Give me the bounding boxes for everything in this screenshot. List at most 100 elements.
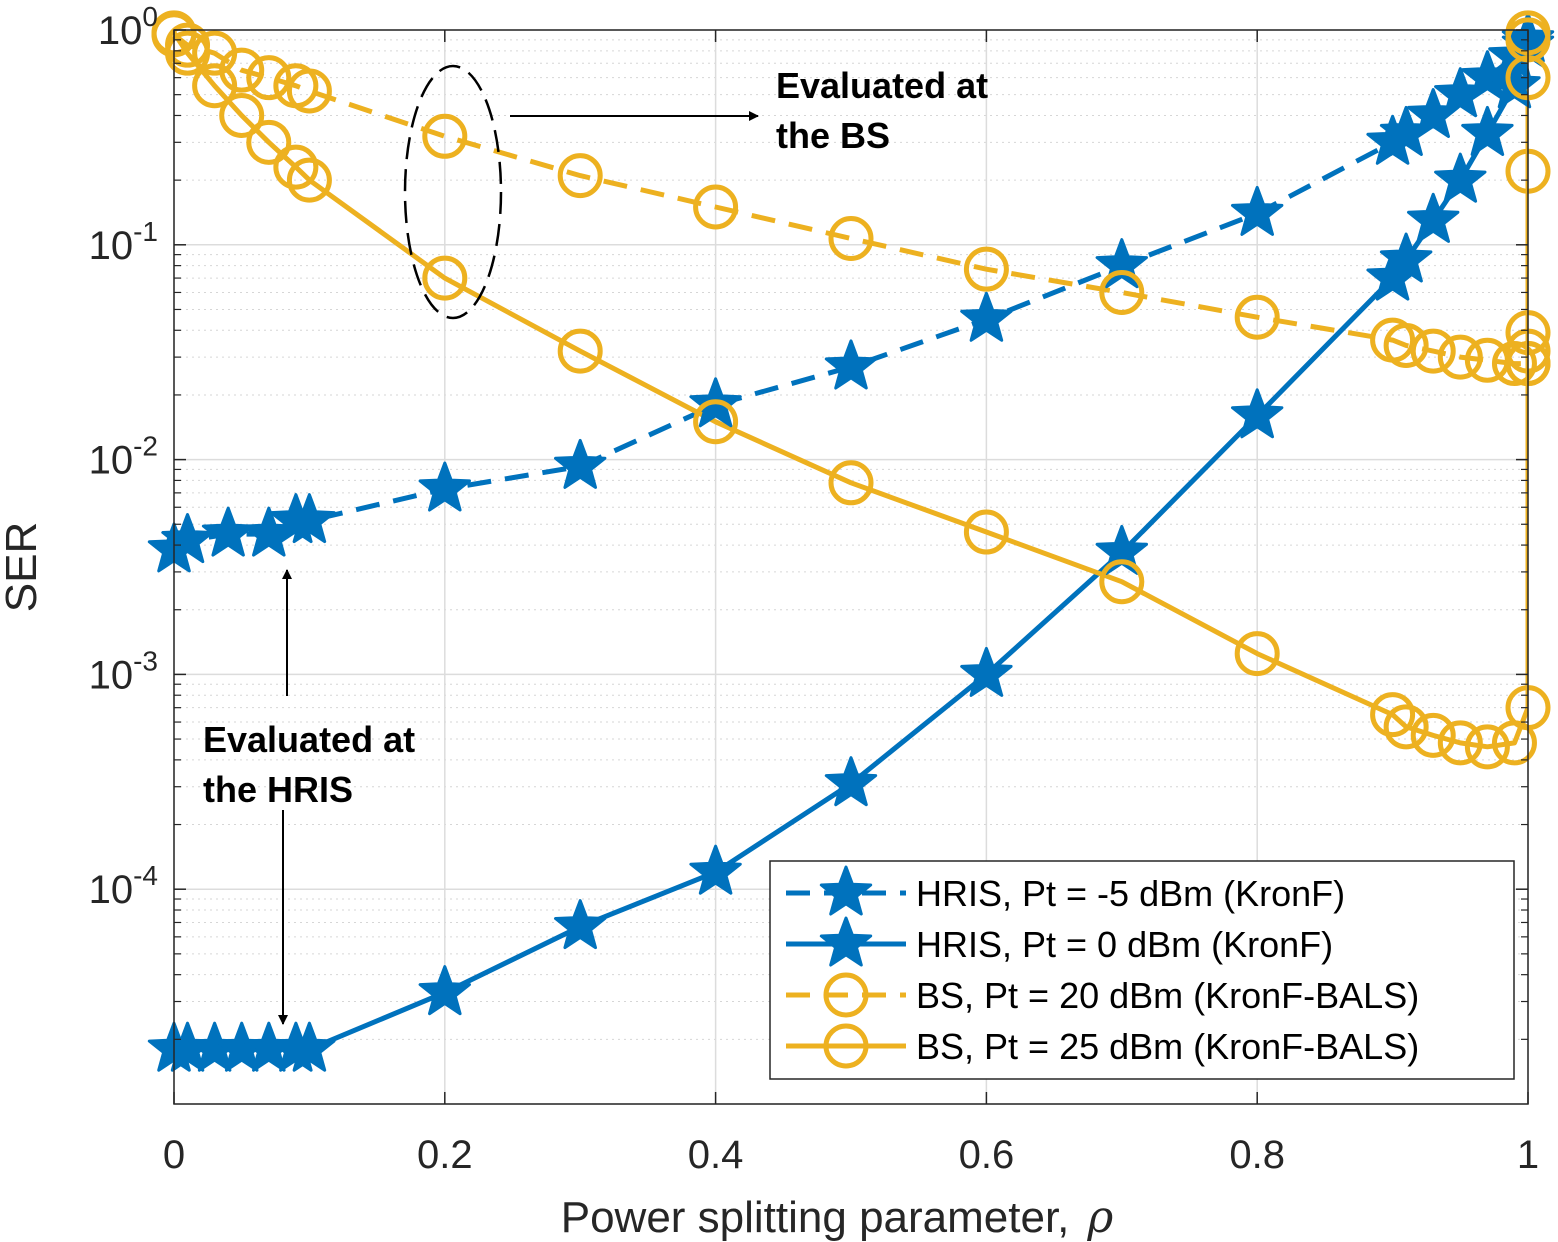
y-tick-exponent: -2 bbox=[133, 431, 158, 462]
data-point-2 bbox=[1383, 322, 1429, 368]
data-point-1 bbox=[1434, 152, 1487, 203]
data-point-3 bbox=[828, 460, 874, 506]
x-tick-label: 0.4 bbox=[688, 1133, 744, 1177]
data-point-2 bbox=[286, 68, 332, 114]
data-point-0 bbox=[824, 339, 878, 390]
data-point-3 bbox=[422, 255, 468, 301]
data-point-1 bbox=[1379, 232, 1433, 283]
legend-box bbox=[769, 860, 1515, 1080]
data-point-0 bbox=[1231, 185, 1284, 236]
x-tick-label: 1 bbox=[1517, 1133, 1539, 1177]
data-point-3 bbox=[557, 328, 603, 374]
x-axis-title-symbol: ρ bbox=[1086, 1192, 1113, 1242]
y-tick-label: 10-1 bbox=[89, 216, 158, 268]
data-point-2 bbox=[963, 246, 1009, 292]
annotation-hris: Evaluated at the HRIS bbox=[203, 569, 415, 1025]
data-point-2 bbox=[1491, 341, 1537, 387]
series-line-2 bbox=[174, 32, 1528, 367]
bs-annotation-line1: Evaluated at bbox=[776, 65, 988, 106]
legend-marker-0 bbox=[819, 865, 873, 916]
data-point-2 bbox=[1234, 294, 1280, 340]
data-point-3 bbox=[1464, 724, 1510, 770]
x-axis-title-text: Power splitting parameter, bbox=[561, 1193, 1070, 1242]
data-point-2 bbox=[422, 113, 468, 159]
data-point-0 bbox=[283, 493, 336, 544]
data-point-1 bbox=[1231, 388, 1284, 439]
data-point-3 bbox=[1410, 712, 1456, 758]
y-tick-base: 10 bbox=[89, 868, 134, 912]
x-tick-label: 0.6 bbox=[959, 1133, 1015, 1177]
legend: HRIS, Pt = -5 dBm (KronF) HRIS, Pt = 0 dB… bbox=[769, 860, 1515, 1080]
data-point-2 bbox=[1410, 328, 1456, 374]
legend-label-3: BS, Pt = 25 dBm (KronF-BALS) bbox=[916, 1026, 1419, 1067]
series-line-3 bbox=[174, 31, 1528, 750]
y-tick-exponent: -4 bbox=[133, 860, 158, 891]
data-point-2 bbox=[828, 215, 874, 261]
data-point-3 bbox=[1370, 692, 1416, 738]
y-tick-exponent: 0 bbox=[142, 1, 158, 32]
hris-annotation-line1: Evaluated at bbox=[203, 719, 415, 760]
data-point-0 bbox=[418, 461, 471, 512]
y-tick-exponent: -3 bbox=[133, 645, 158, 676]
y-tick-label: 10-3 bbox=[89, 645, 158, 697]
data-point-3 bbox=[1437, 720, 1483, 766]
data-point-2 bbox=[219, 47, 265, 93]
y-tick-label: 10-4 bbox=[89, 860, 158, 912]
data-point-2 bbox=[246, 55, 292, 101]
data-point-3 bbox=[273, 144, 319, 190]
legend-label-1: HRIS, Pt = 0 dBm (KronF) bbox=[916, 924, 1333, 965]
data-point-1 bbox=[1488, 58, 1541, 109]
y-tick-base: 10 bbox=[89, 439, 134, 483]
data-point-2 bbox=[1099, 269, 1145, 315]
data-point-3 bbox=[963, 509, 1009, 555]
legend-label-0: HRIS, Pt = -5 dBm (KronF) bbox=[916, 873, 1345, 914]
data-point-1 bbox=[1461, 105, 1514, 156]
y-tick-exponent: -1 bbox=[133, 216, 158, 247]
data-point-1 bbox=[554, 899, 607, 950]
data-point-3 bbox=[693, 399, 739, 445]
data-point-2 bbox=[1437, 334, 1483, 380]
data-point-1 bbox=[418, 965, 471, 1016]
plot-frame bbox=[173, 29, 1529, 1105]
data-point-0 bbox=[1095, 238, 1148, 289]
bs-highlight-ellipse bbox=[403, 64, 503, 320]
data-point-3 bbox=[1234, 631, 1280, 677]
y-tick-base: 10 bbox=[98, 9, 143, 53]
y-tick-base: 10 bbox=[89, 653, 134, 697]
data-point-1 bbox=[283, 1021, 336, 1072]
y-tick-label: 100 bbox=[98, 1, 158, 53]
legend-marker-1 bbox=[819, 916, 873, 967]
data-point-3 bbox=[286, 157, 332, 203]
bs-annotation-line2: the BS bbox=[776, 115, 890, 156]
y-tick-label: 10-2 bbox=[89, 431, 158, 483]
data-point-1 bbox=[1407, 192, 1460, 243]
y-axis-title: SER bbox=[0, 522, 46, 612]
data-point-0 bbox=[554, 438, 607, 489]
data-point-1 bbox=[689, 844, 742, 895]
legend-marker-2 bbox=[823, 972, 869, 1018]
data-point-3 bbox=[1099, 559, 1145, 605]
data-point-3 bbox=[165, 30, 211, 76]
x-tick-label: 0.2 bbox=[417, 1133, 473, 1177]
data-point-1 bbox=[960, 646, 1013, 697]
data-point-2 bbox=[557, 153, 603, 199]
data-point-1 bbox=[824, 756, 878, 807]
legend-label-2: BS, Pt = 20 dBm (KronF-BALS) bbox=[916, 975, 1419, 1016]
annotation-bs: Evaluated at the BS bbox=[403, 64, 988, 320]
y-tick-base: 10 bbox=[89, 224, 134, 268]
data-point-3 bbox=[246, 119, 292, 165]
hris-annotation-line2: the HRIS bbox=[203, 769, 353, 810]
x-tick-label: 0 bbox=[163, 1133, 185, 1177]
x-axis-title: Power splitting parameter, ρ bbox=[561, 1192, 1114, 1242]
data-point-2 bbox=[693, 184, 739, 230]
data-point-3 bbox=[1383, 704, 1429, 750]
data-point-0 bbox=[161, 513, 214, 564]
x-tick-label: 0.8 bbox=[1229, 1133, 1285, 1177]
legend-marker-3 bbox=[823, 1023, 869, 1069]
data-point-0 bbox=[960, 291, 1013, 342]
data-point-3 bbox=[219, 92, 265, 138]
data-point-3 bbox=[192, 63, 238, 109]
